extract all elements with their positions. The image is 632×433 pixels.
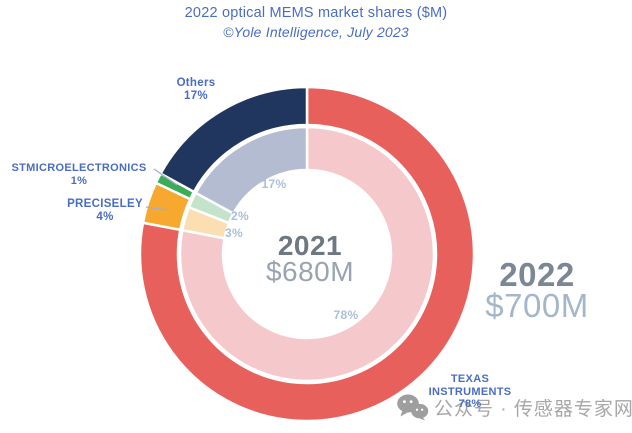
segment-2021-others: [194, 125, 309, 215]
donut-segments: [138, 85, 476, 423]
label-stmicroelectronics: STMICROELECTRONICS 1%: [0, 162, 158, 187]
segment-2021-texas-instruments: [178, 125, 436, 383]
year-2022: 2022: [499, 256, 575, 293]
total-2021: $680M: [265, 256, 355, 287]
label-stmicroelectronics-pct: 1%: [70, 174, 88, 187]
leader-line-preciseley: [145, 206, 169, 211]
wechat-icon: [396, 394, 429, 421]
label-others-pct: 17%: [184, 89, 208, 102]
inner-pct-preciseley: 3%: [225, 226, 243, 240]
leader-lines: [145, 168, 178, 211]
inner-ring-year-total: 2021 $680M: [265, 230, 355, 287]
label-others: Others 17%: [136, 77, 256, 102]
label-texas-instruments-pct: 78%: [458, 398, 482, 410]
chart-title: 2022 optical MEMS market shares ($M): [184, 5, 448, 21]
leader-line-stmicroelectronics: [153, 168, 178, 186]
label-preciseley: PRECISELEY 4%: [45, 198, 165, 223]
label-texas-instruments-name: TEXAS INSTRUMENTS: [428, 373, 512, 398]
label-preciseley-name: PRECISELEY: [67, 198, 143, 210]
year-2021: 2021: [277, 230, 343, 261]
label-stmicroelectronics-name: STMICROELECTRONICS: [11, 162, 147, 174]
label-texas-instruments: TEXAS INSTRUMENTS 78%: [420, 373, 520, 411]
label-others-name: Others: [176, 77, 216, 89]
segment-2022-others: [159, 85, 309, 194]
inner-pct-others: 17%: [261, 177, 287, 191]
label-preciseley-pct: 4%: [96, 210, 114, 223]
inner-pct-texas-instruments: 78%: [333, 308, 359, 322]
watermark: 公众号 · 传感器专家网: [396, 394, 632, 421]
chart-subtitle: ©Yole Intelligence, July 2023: [223, 24, 409, 40]
watermark-text: 公众号 · 传感器专家网: [434, 399, 632, 420]
outer-ring-year-total: 2022 $700M: [485, 256, 589, 324]
segment-2022-texas-instruments: [138, 85, 476, 423]
inner-pct-stmicroelectronics: 2%: [231, 209, 249, 223]
total-2022: $700M: [485, 287, 589, 324]
